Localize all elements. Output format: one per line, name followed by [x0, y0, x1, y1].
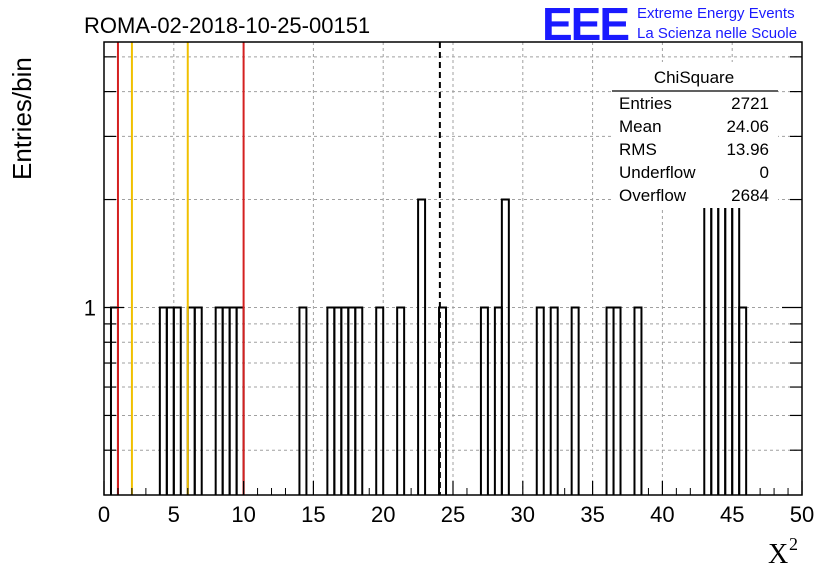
histogram-bar [396, 306, 406, 495]
stats-label-mean: Mean [619, 117, 662, 136]
histogram-bar [738, 306, 748, 495]
histogram-bar [612, 306, 622, 495]
x-tick-label: 20 [371, 502, 395, 527]
stats-label-overflow: Overflow [619, 186, 687, 205]
x-tick-label: 10 [231, 502, 255, 527]
stats-value-underflow: 0 [760, 163, 769, 182]
y-axis-label: Entries/bin [7, 57, 37, 180]
histogram-bar [214, 306, 224, 495]
x-tick-label: 0 [98, 502, 110, 527]
stats-value-rms: 13.96 [726, 140, 769, 159]
histogram-bar [549, 306, 559, 495]
stats-value-overflow: 2684 [731, 186, 769, 205]
histogram-bar [158, 306, 168, 495]
histogram-bar [605, 306, 615, 495]
stats-box-background [612, 62, 778, 208]
histogram-bar [417, 198, 427, 495]
x-tick-label: 45 [720, 502, 744, 527]
stats-title: ChiSquare [654, 68, 734, 87]
histogram-bar [165, 306, 175, 495]
stats-label-entries: Entries [619, 94, 672, 113]
stats-value-entries: 2721 [731, 94, 769, 113]
histogram-bar [535, 306, 545, 495]
histogram-bar [228, 306, 238, 495]
histogram-bar [438, 306, 448, 495]
histogram-bar [221, 306, 231, 495]
x-tick-label: 15 [301, 502, 325, 527]
axis-ticks [103, 56, 803, 495]
histogram-bar [633, 306, 643, 495]
histogram-bar [235, 306, 245, 495]
histogram-bar [109, 306, 119, 495]
eee-logo: EEE [542, 0, 628, 50]
threshold-lines [116, 42, 441, 495]
histogram-bar [186, 306, 196, 495]
logo-line-2: La Scienza nelle Scuole [637, 25, 797, 42]
histogram-bar [493, 306, 503, 495]
stats-value-mean: 24.06 [726, 117, 769, 136]
histogram-bar [340, 306, 350, 495]
x-tick-label: 25 [441, 502, 465, 527]
y-tick-label: 1 [84, 295, 96, 320]
x-tick-label: 35 [580, 502, 604, 527]
histogram-bar [375, 306, 385, 495]
x-axis-label-superscript: 2 [789, 534, 798, 554]
stats-label-rms: RMS [619, 140, 657, 159]
histogram-bar [326, 306, 336, 495]
histogram-bar [298, 306, 308, 495]
stats-box: ChiSquare Entries 2721 Mean 24.06 RMS 13… [612, 62, 778, 208]
histogram-bar [347, 306, 357, 495]
x-axis-label: X [768, 539, 788, 570]
histogram-bar [354, 306, 364, 495]
histogram-bar [333, 306, 343, 495]
x-tick-label: 30 [511, 502, 535, 527]
histogram-bar [172, 306, 182, 495]
stats-label-underflow: Underflow [619, 163, 696, 182]
tick-labels: 0 5 10 15 20 25 30 35 40 45 50 1 [84, 295, 814, 527]
x-tick-label: 50 [790, 502, 814, 527]
histogram-bar [570, 306, 580, 495]
histogram-bar [479, 306, 489, 495]
run-title: ROMA-02-2018-10-25-00151 [84, 13, 370, 38]
histogram-bar [500, 198, 510, 495]
x-tick-label: 5 [168, 502, 180, 527]
x-tick-label: 40 [650, 502, 674, 527]
histogram-bar [193, 306, 203, 495]
logo-line-1: Extreme Energy Events [637, 5, 795, 22]
